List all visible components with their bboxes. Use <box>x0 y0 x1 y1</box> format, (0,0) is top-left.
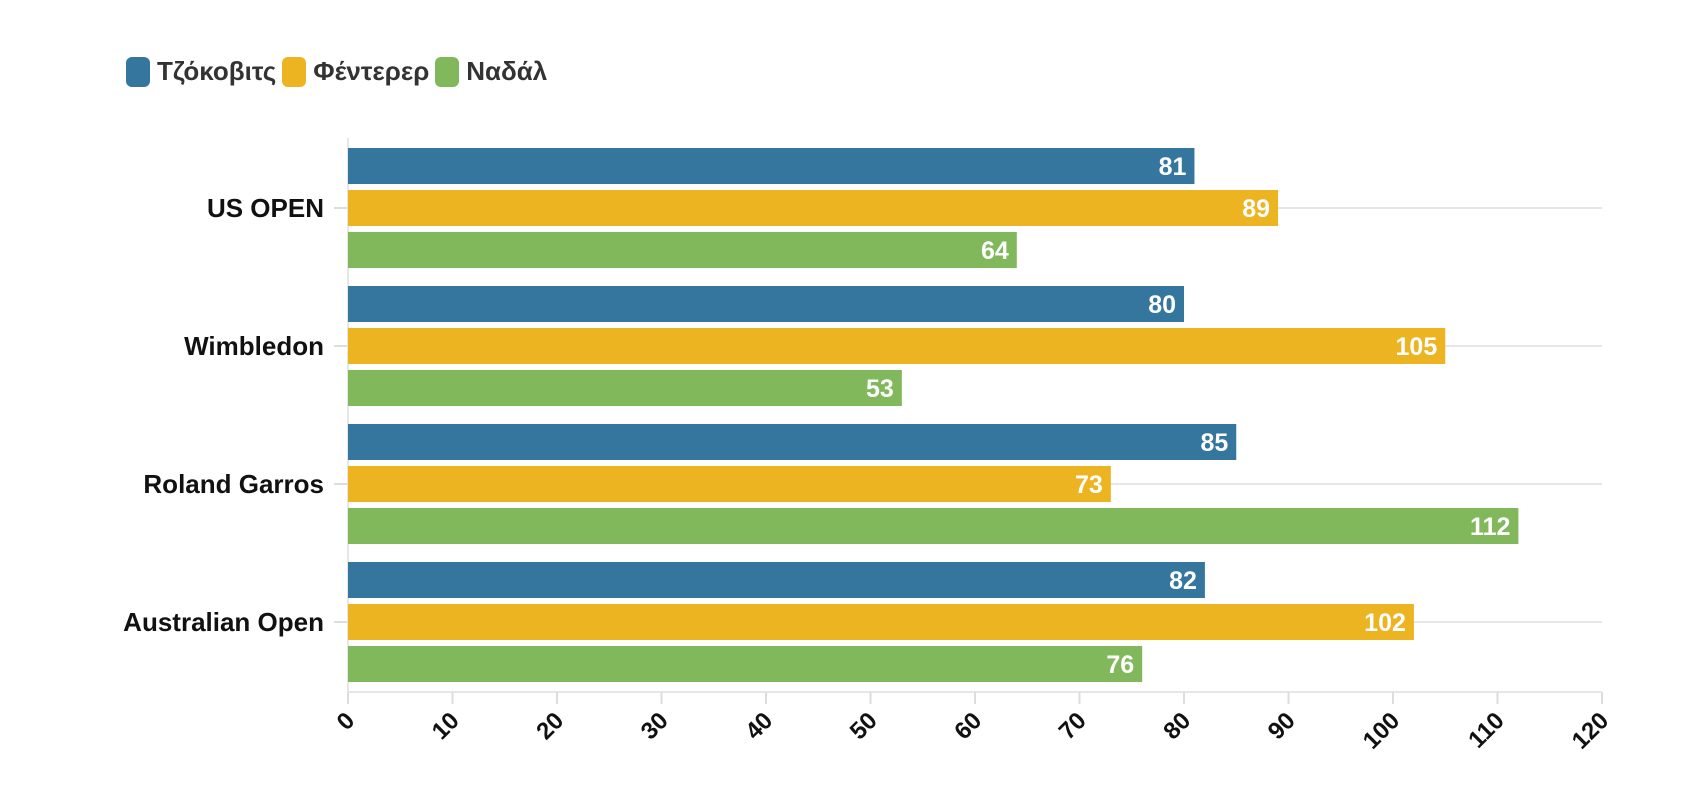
x-tick-label: 20 <box>531 707 569 745</box>
x-tick-label: 60 <box>949 707 987 745</box>
bar[interactable] <box>348 466 1111 502</box>
bar[interactable] <box>348 328 1446 364</box>
bar-value-label: 76 <box>1106 651 1134 679</box>
bar[interactable] <box>348 148 1195 184</box>
bar[interactable] <box>348 604 1414 640</box>
x-tick-label: 70 <box>1054 707 1092 745</box>
bar[interactable] <box>348 508 1519 544</box>
category-label: Australian Open <box>123 607 324 637</box>
legend-item-nadal[interactable]: Ναδάλ <box>435 56 547 87</box>
x-tick-label: 120 <box>1567 707 1614 754</box>
bar-value-label: 64 <box>981 237 1009 265</box>
x-tick-label: 40 <box>740 707 778 745</box>
category-label: Roland Garros <box>143 469 324 499</box>
bar[interactable] <box>348 562 1205 598</box>
bar-value-label: 73 <box>1075 471 1103 499</box>
category-label: Wimbledon <box>184 331 324 361</box>
category-label: US OPEN <box>207 193 324 223</box>
bar[interactable] <box>348 232 1017 268</box>
bar[interactable] <box>348 424 1237 460</box>
bar[interactable] <box>348 286 1184 322</box>
x-tick-label: 100 <box>1358 707 1405 754</box>
bar-value-label: 53 <box>866 375 894 403</box>
x-tick-label: 30 <box>636 707 674 745</box>
bar[interactable] <box>348 190 1279 226</box>
legend-swatch-nadal <box>435 56 460 87</box>
bar-value-label: 80 <box>1148 291 1176 319</box>
legend-label-nadal: Ναδάλ <box>466 56 548 86</box>
x-tick-label: 10 <box>427 707 465 745</box>
x-tick-label: 80 <box>1158 707 1196 745</box>
legend: Τζόκοβιτς Φέντερερ Ναδάλ <box>126 56 553 87</box>
bar-value-label: 102 <box>1364 609 1406 637</box>
legend-swatch-federer <box>282 56 307 87</box>
bar-value-label: 81 <box>1159 153 1187 181</box>
legend-swatch-djokovic <box>126 56 150 87</box>
x-tick-label: 110 <box>1463 707 1509 753</box>
legend-label-federer: Φέντερερ <box>313 56 430 86</box>
bar-value-label: 85 <box>1200 429 1228 457</box>
bar-value-label: 105 <box>1396 333 1438 361</box>
bar-value-label: 82 <box>1169 567 1197 595</box>
x-tick-label: 50 <box>845 707 883 745</box>
legend-item-federer[interactable]: Φέντερερ <box>282 56 429 87</box>
bar[interactable] <box>348 646 1143 682</box>
legend-item-djokovic[interactable]: Τζόκοβιτς <box>126 56 276 87</box>
bar-value-label: 112 <box>1470 513 1510 541</box>
bar[interactable] <box>348 370 902 406</box>
legend-label-djokovic: Τζόκοβιτς <box>157 56 277 86</box>
x-tick-label: 90 <box>1263 707 1301 745</box>
x-tick-label: 0 <box>332 707 361 736</box>
bar-value-label: 89 <box>1242 195 1270 223</box>
